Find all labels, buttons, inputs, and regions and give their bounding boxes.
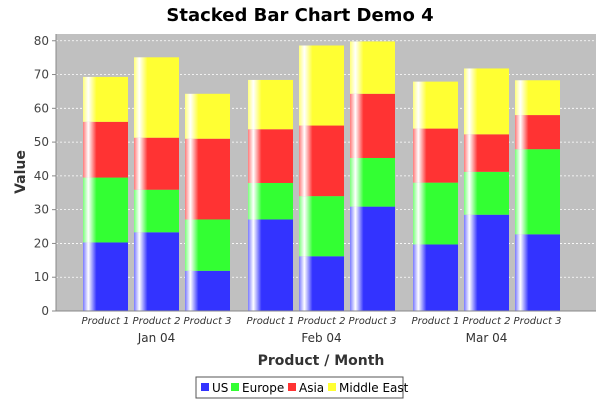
bar-segment (464, 68, 509, 134)
bar-segment (515, 234, 560, 311)
bar-segment (515, 115, 560, 149)
bar-segment (83, 178, 128, 243)
x-category-label: Product 2 (133, 316, 181, 327)
bar-segment (248, 80, 293, 129)
x-category-label: Product 3 (514, 316, 562, 327)
y-tick-label: 0 (41, 304, 49, 318)
bars (83, 41, 560, 311)
bar-segment (185, 271, 230, 311)
bar-segment (134, 232, 179, 311)
legend-label: Asia (299, 381, 324, 395)
legend: US Europe Asia Middle East (196, 377, 409, 398)
y-tick-label: 80 (34, 34, 49, 48)
legend-swatch (328, 383, 336, 391)
bar-segment (350, 207, 395, 311)
y-tick-label: 50 (34, 135, 49, 149)
bar-segment (413, 244, 458, 311)
y-tick-label: 30 (34, 203, 49, 217)
bar-segment (350, 41, 395, 93)
legend-label: Europe (242, 381, 284, 395)
bar-segment (83, 242, 128, 311)
x-category-label: Product 1 (82, 316, 130, 327)
y-tick-label: 70 (34, 68, 49, 82)
x-axis-title: Product / Month (258, 353, 385, 369)
bar-segment (299, 45, 344, 125)
x-category-label: Product 1 (412, 316, 460, 327)
bar-segment (185, 94, 230, 139)
bar-segment (464, 215, 509, 311)
bar-segment (248, 219, 293, 311)
y-tick-label: 10 (34, 270, 49, 284)
bar-segment (299, 196, 344, 256)
bar-segment (83, 77, 128, 122)
legend-swatch (201, 383, 209, 391)
x-category-label: Product 3 (349, 316, 397, 327)
legend-label: US (212, 381, 228, 395)
x-category-label: Product 1 (247, 316, 295, 327)
legend-label: Middle East (339, 381, 409, 395)
bar-segment (248, 183, 293, 219)
x-group-label: Mar 04 (466, 331, 508, 345)
x-category-label: Product 3 (184, 316, 232, 327)
bar-segment (248, 129, 293, 183)
bar-segment (413, 183, 458, 245)
bar-segment (464, 134, 509, 171)
bar-segment (134, 190, 179, 233)
y-tick-label: 20 (34, 236, 49, 250)
legend-swatch (231, 383, 239, 391)
bar-segment (413, 129, 458, 183)
bar-segment (299, 256, 344, 311)
bar-segment (464, 172, 509, 215)
bar-segment (515, 149, 560, 234)
y-axis-title: Value (13, 150, 29, 194)
x-group-label: Jan 04 (137, 331, 176, 345)
y-axis-ticks: 0 10 20 30 40 50 60 70 80 (34, 34, 56, 318)
bar-segment (515, 80, 560, 115)
bar-segment (350, 158, 395, 207)
bar-segment (299, 126, 344, 197)
bar-segment (413, 82, 458, 129)
bar-segment (185, 219, 230, 270)
x-category-label: Product 2 (298, 316, 346, 327)
bar-segment (83, 122, 128, 178)
y-tick-label: 40 (34, 169, 49, 183)
bar-segment (134, 138, 179, 190)
y-tick-label: 60 (34, 101, 49, 115)
chart-title: Stacked Bar Chart Demo 4 (166, 5, 433, 26)
legend-swatch (288, 383, 296, 391)
bar-segment (185, 139, 230, 220)
bar-segment (134, 57, 179, 137)
x-group-label: Feb 04 (301, 331, 341, 345)
x-category-label: Product 2 (463, 316, 511, 327)
bar-segment (350, 94, 395, 158)
